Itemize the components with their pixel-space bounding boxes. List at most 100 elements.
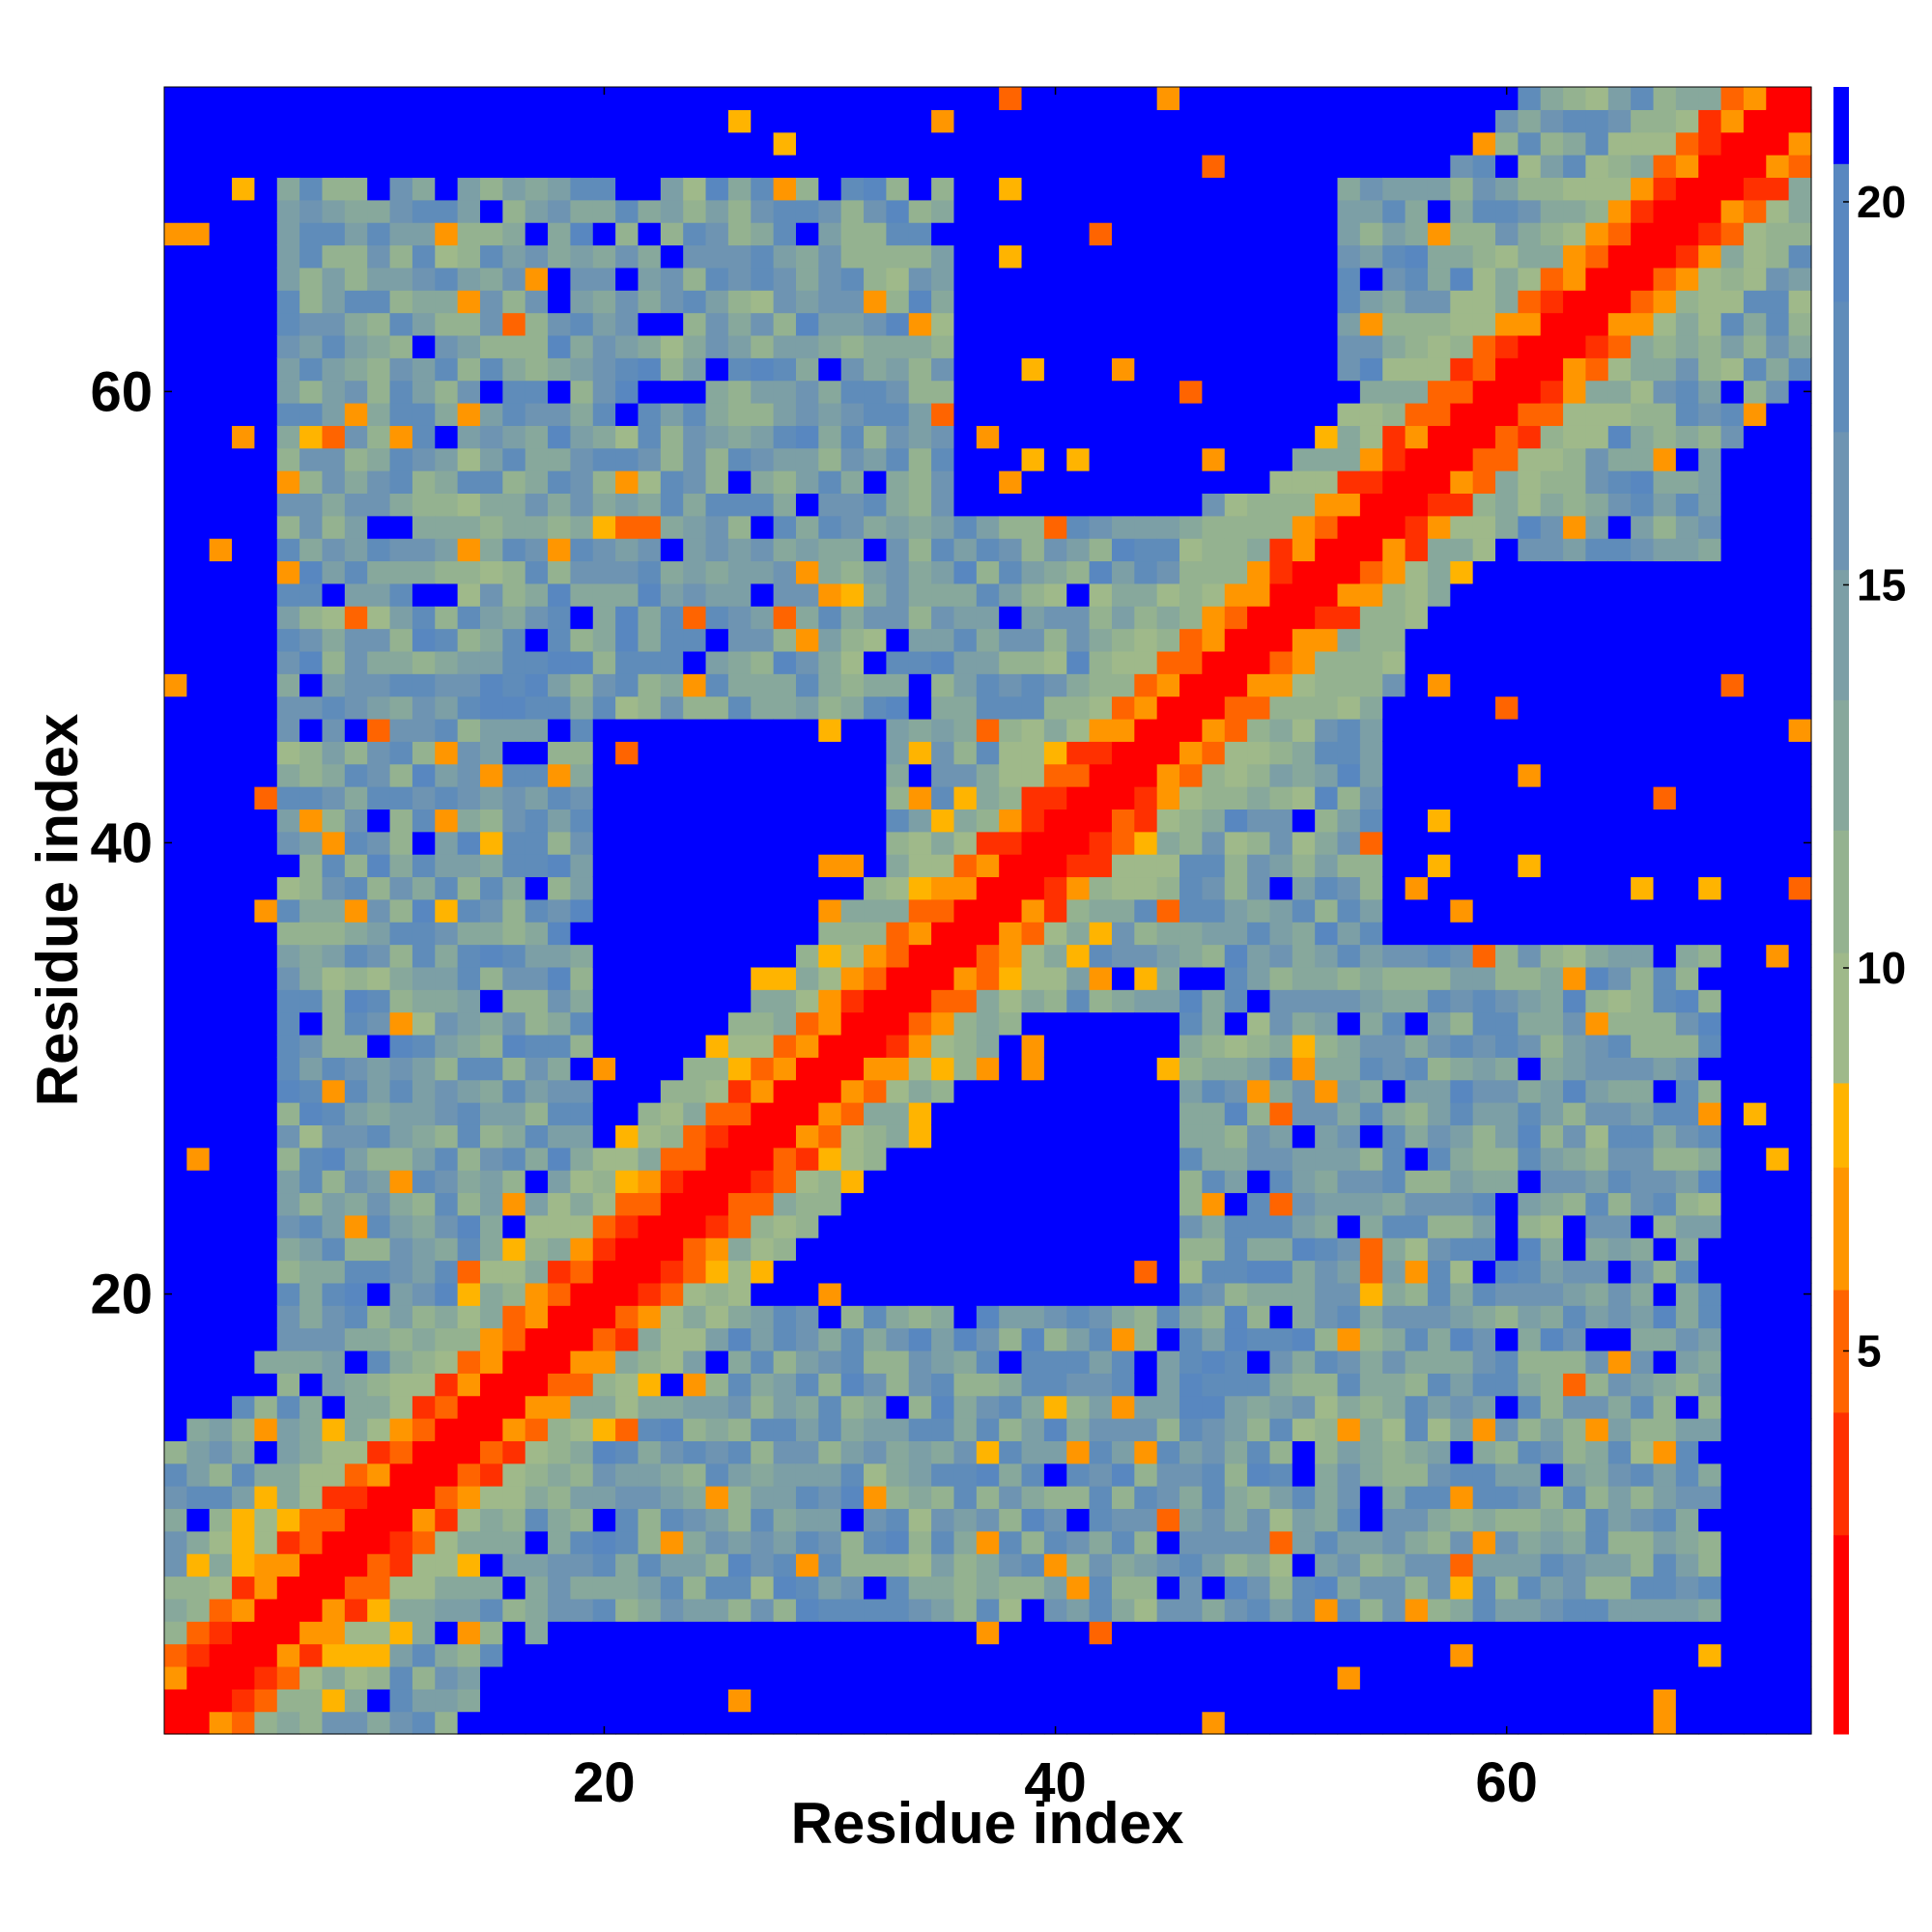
heatmap-cell bbox=[751, 763, 775, 787]
heatmap-cell bbox=[1292, 606, 1316, 630]
heatmap-cell bbox=[1292, 425, 1316, 449]
heatmap-cell bbox=[1563, 1214, 1587, 1238]
heatmap-cell bbox=[435, 944, 459, 968]
heatmap-cell bbox=[1337, 966, 1361, 990]
heatmap-cell bbox=[683, 538, 707, 562]
heatmap-cell bbox=[999, 425, 1023, 449]
heatmap-cell bbox=[1337, 425, 1361, 449]
heatmap-cell bbox=[1043, 1102, 1067, 1125]
heatmap-cell bbox=[1156, 854, 1180, 878]
heatmap-cell bbox=[751, 809, 775, 833]
heatmap-cell bbox=[1089, 1711, 1113, 1735]
heatmap-cell bbox=[773, 696, 797, 720]
heatmap-cell bbox=[570, 1486, 594, 1510]
heatmap-cell bbox=[457, 1327, 481, 1351]
heatmap-cell bbox=[751, 1011, 775, 1036]
heatmap-cell bbox=[164, 1034, 187, 1058]
heatmap-cell bbox=[435, 650, 459, 674]
heatmap-cell bbox=[1066, 1305, 1091, 1329]
heatmap-cell bbox=[435, 763, 459, 787]
heatmap-cell bbox=[1540, 696, 1564, 720]
heatmap-cell bbox=[457, 109, 481, 133]
heatmap-cell bbox=[683, 1057, 707, 1081]
heatmap-cell bbox=[502, 1665, 526, 1690]
heatmap-cell bbox=[660, 922, 684, 946]
heatmap-cell bbox=[751, 493, 775, 517]
heatmap-cell bbox=[525, 809, 549, 833]
heatmap-cell bbox=[1563, 515, 1587, 539]
heatmap-cell bbox=[367, 1034, 391, 1058]
heatmap-cell bbox=[1089, 1305, 1113, 1329]
heatmap-cell bbox=[1269, 1530, 1293, 1554]
heatmap-cell bbox=[705, 380, 729, 404]
heatmap-cell bbox=[1269, 673, 1293, 697]
heatmap-cell bbox=[1540, 244, 1564, 269]
heatmap-cell bbox=[164, 402, 187, 426]
heatmap-cell bbox=[525, 267, 549, 291]
heatmap-cell bbox=[1066, 402, 1091, 426]
heatmap-cell bbox=[773, 898, 797, 923]
heatmap-cell bbox=[1405, 312, 1429, 336]
heatmap-cell bbox=[1540, 1011, 1564, 1036]
heatmap-cell bbox=[435, 538, 459, 562]
heatmap-cell bbox=[1359, 854, 1383, 878]
heatmap-cell bbox=[1653, 1260, 1677, 1284]
heatmap-cell bbox=[254, 966, 278, 990]
heatmap-cell bbox=[1315, 1350, 1339, 1374]
heatmap-cell bbox=[751, 1124, 775, 1149]
heatmap-cell bbox=[1675, 402, 1699, 426]
heatmap-cell bbox=[1518, 1418, 1542, 1441]
heatmap-cell bbox=[931, 447, 955, 471]
heatmap-cell bbox=[999, 1463, 1023, 1487]
heatmap-cell bbox=[1631, 244, 1655, 269]
heatmap-cell bbox=[1607, 334, 1632, 358]
heatmap-cell bbox=[999, 1530, 1023, 1554]
heatmap-cell bbox=[1043, 402, 1067, 426]
heatmap-cell bbox=[1021, 809, 1045, 833]
heatmap-cell bbox=[592, 560, 616, 584]
heatmap-cell bbox=[1269, 267, 1293, 291]
heatmap-cell bbox=[412, 1711, 436, 1735]
heatmap-cell bbox=[818, 131, 842, 156]
heatmap-cell bbox=[367, 582, 391, 607]
heatmap-cell bbox=[1156, 1440, 1180, 1464]
heatmap-cell bbox=[254, 1395, 278, 1419]
heatmap-cell bbox=[886, 267, 910, 291]
heatmap-cell bbox=[1382, 718, 1406, 742]
heatmap-cell bbox=[1518, 1530, 1542, 1554]
heatmap-cell bbox=[931, 155, 955, 179]
heatmap-cell bbox=[1675, 538, 1699, 562]
heatmap-cell bbox=[367, 1643, 391, 1667]
heatmap-cell bbox=[209, 312, 233, 336]
heatmap-cell bbox=[570, 402, 594, 426]
heatmap-cell bbox=[864, 1282, 887, 1306]
heatmap-cell bbox=[931, 515, 955, 539]
heatmap-cell bbox=[1179, 312, 1203, 336]
heatmap-cell bbox=[1269, 718, 1293, 742]
heatmap-cell bbox=[1292, 989, 1316, 1013]
heatmap-cell bbox=[1472, 1418, 1496, 1441]
heatmap-cell bbox=[1540, 1147, 1564, 1171]
heatmap-cell bbox=[299, 809, 324, 833]
heatmap-cell bbox=[1359, 831, 1383, 855]
heatmap-cell bbox=[276, 944, 300, 968]
heatmap-cell bbox=[457, 786, 481, 810]
heatmap-cell bbox=[683, 515, 707, 539]
heatmap-cell bbox=[773, 447, 797, 471]
heatmap-cell bbox=[1607, 155, 1632, 179]
heatmap-cell bbox=[367, 1057, 391, 1081]
heatmap-cell bbox=[164, 1237, 187, 1262]
heatmap-cell bbox=[1405, 290, 1429, 314]
heatmap-cell bbox=[1405, 1237, 1429, 1262]
heatmap-cell bbox=[818, 312, 842, 336]
heatmap-cell bbox=[344, 1553, 368, 1577]
heatmap-cell bbox=[773, 1170, 797, 1194]
heatmap-cell bbox=[1202, 786, 1226, 810]
heatmap-cell bbox=[276, 109, 300, 133]
heatmap-cell bbox=[1427, 1418, 1451, 1441]
heatmap-cell bbox=[1269, 582, 1293, 607]
heatmap-cell bbox=[209, 1011, 233, 1036]
heatmap-cell bbox=[1134, 1530, 1158, 1554]
heatmap-cell bbox=[412, 606, 436, 630]
heatmap-cell bbox=[1450, 966, 1474, 990]
